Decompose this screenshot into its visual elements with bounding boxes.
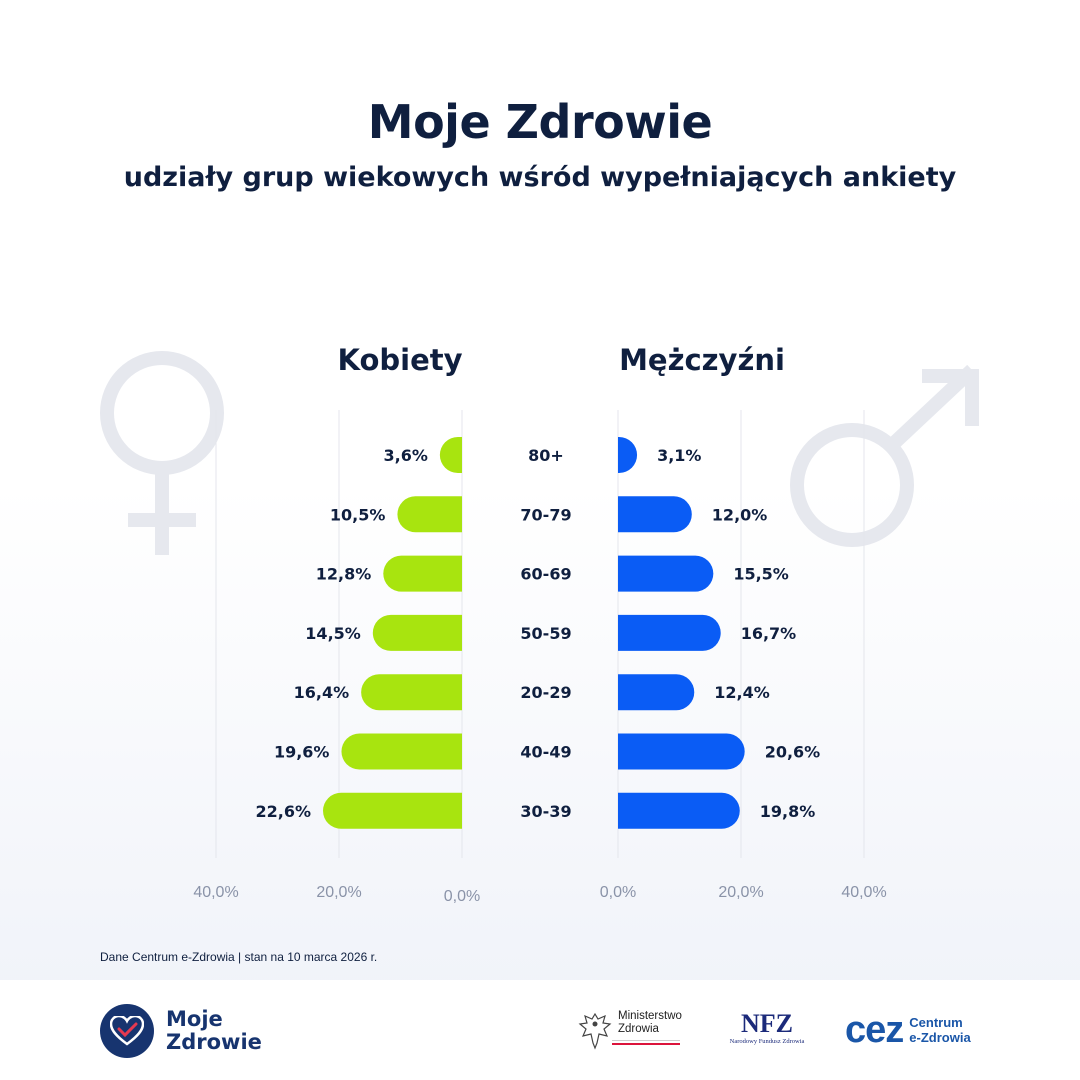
tick-label-left: 40,0%	[193, 884, 238, 901]
female-bar	[341, 733, 462, 770]
nfz-mark: NFZ	[741, 1009, 793, 1038]
age-group-label: 30-39	[520, 802, 571, 821]
male-bar	[618, 437, 638, 473]
cez-line2: e-Zdrowia	[909, 1030, 971, 1045]
age-group-label: 50-59	[520, 624, 571, 643]
flag-bar	[612, 1040, 680, 1045]
data-source-note: Dane Centrum e-Zdrowia | stan na 10 marc…	[100, 950, 378, 964]
nfz-subtitle: Narodowy Fundusz Zdrowia	[729, 1038, 805, 1045]
ministerstwo-zdrowia-logo: Ministerstwo Zdrowia	[578, 1010, 682, 1050]
male-bar	[618, 792, 740, 829]
age-group-label: 80+	[528, 446, 564, 465]
male-value-label: 19,8%	[760, 802, 816, 821]
male-value-label: 20,6%	[765, 743, 821, 762]
female-value-label: 16,4%	[294, 683, 350, 702]
female-value-label: 3,6%	[383, 446, 427, 465]
female-bar	[383, 555, 462, 592]
female-value-label: 14,5%	[305, 624, 361, 643]
female-value-label: 19,6%	[274, 743, 330, 762]
female-symbol-icon	[100, 351, 224, 555]
eagle-emblem-icon	[578, 1012, 612, 1050]
female-bar	[361, 674, 462, 711]
tick-label-right: 20,0%	[718, 884, 763, 901]
tick-label-right: 40,0%	[841, 884, 886, 901]
male-bar	[618, 614, 721, 651]
cez-line1: Centrum	[909, 1015, 963, 1030]
heart-check-icon	[100, 1004, 154, 1058]
ministry-line1: Ministerstwo	[618, 1010, 682, 1022]
female-bar	[323, 792, 462, 829]
tick-label-left: 0,0%	[444, 888, 480, 905]
male-value-label: 12,0%	[712, 505, 768, 524]
nfz-logo: NFZ Narodowy Fundusz Zdrowia	[722, 1009, 812, 1046]
male-value-label: 3,1%	[657, 446, 701, 465]
page-subtitle: udziały grup wiekowych wśród wypełniając…	[123, 162, 957, 193]
age-group-label: 70-79	[520, 505, 571, 524]
female-bar	[372, 614, 462, 651]
age-group-label: 40-49	[520, 743, 571, 762]
mezczyzni-header: Mężczyźni	[619, 343, 785, 377]
male-value-label: 12,4%	[714, 683, 770, 702]
male-value-label: 16,7%	[741, 624, 797, 643]
moje-zdrowie-logo: Moje Zdrowie	[100, 1004, 262, 1058]
age-group-label: 60-69	[520, 565, 571, 584]
male-bar	[618, 496, 692, 533]
tick-label-right: 0,0%	[600, 884, 636, 901]
kobiety-header: Kobiety	[337, 343, 462, 377]
tick-label-left: 20,0%	[316, 884, 361, 901]
app-logo-line2: Zdrowie	[166, 1030, 262, 1054]
female-value-label: 10,5%	[330, 505, 386, 524]
female-bar	[439, 437, 462, 473]
population-pyramid-chart: Kobiety Mężczyźni 80+ 3,6% 3,1% 70-79 10,5% 1…	[100, 343, 979, 905]
female-value-label: 12,8%	[316, 565, 372, 584]
female-value-label: 22,6%	[255, 802, 311, 821]
footer: Moje Zdrowie Ministerstwo Zdrowia NFZ Na…	[0, 980, 1080, 1080]
page-title: Moje Zdrowie	[367, 95, 713, 149]
male-bar	[618, 733, 745, 770]
male-value-label: 15,5%	[733, 565, 789, 584]
male-bar	[618, 555, 714, 592]
age-group-label: 20-29	[520, 683, 571, 702]
app-logo-line1: Moje	[166, 1007, 223, 1031]
female-bar	[397, 496, 462, 533]
ministry-line2: Zdrowia	[618, 1023, 659, 1035]
male-bar	[618, 674, 695, 711]
male-symbol-icon	[790, 364, 979, 547]
cez-logo: cez Centrum e-Zdrowia	[845, 1010, 971, 1050]
cez-mark: cez	[845, 1009, 904, 1051]
